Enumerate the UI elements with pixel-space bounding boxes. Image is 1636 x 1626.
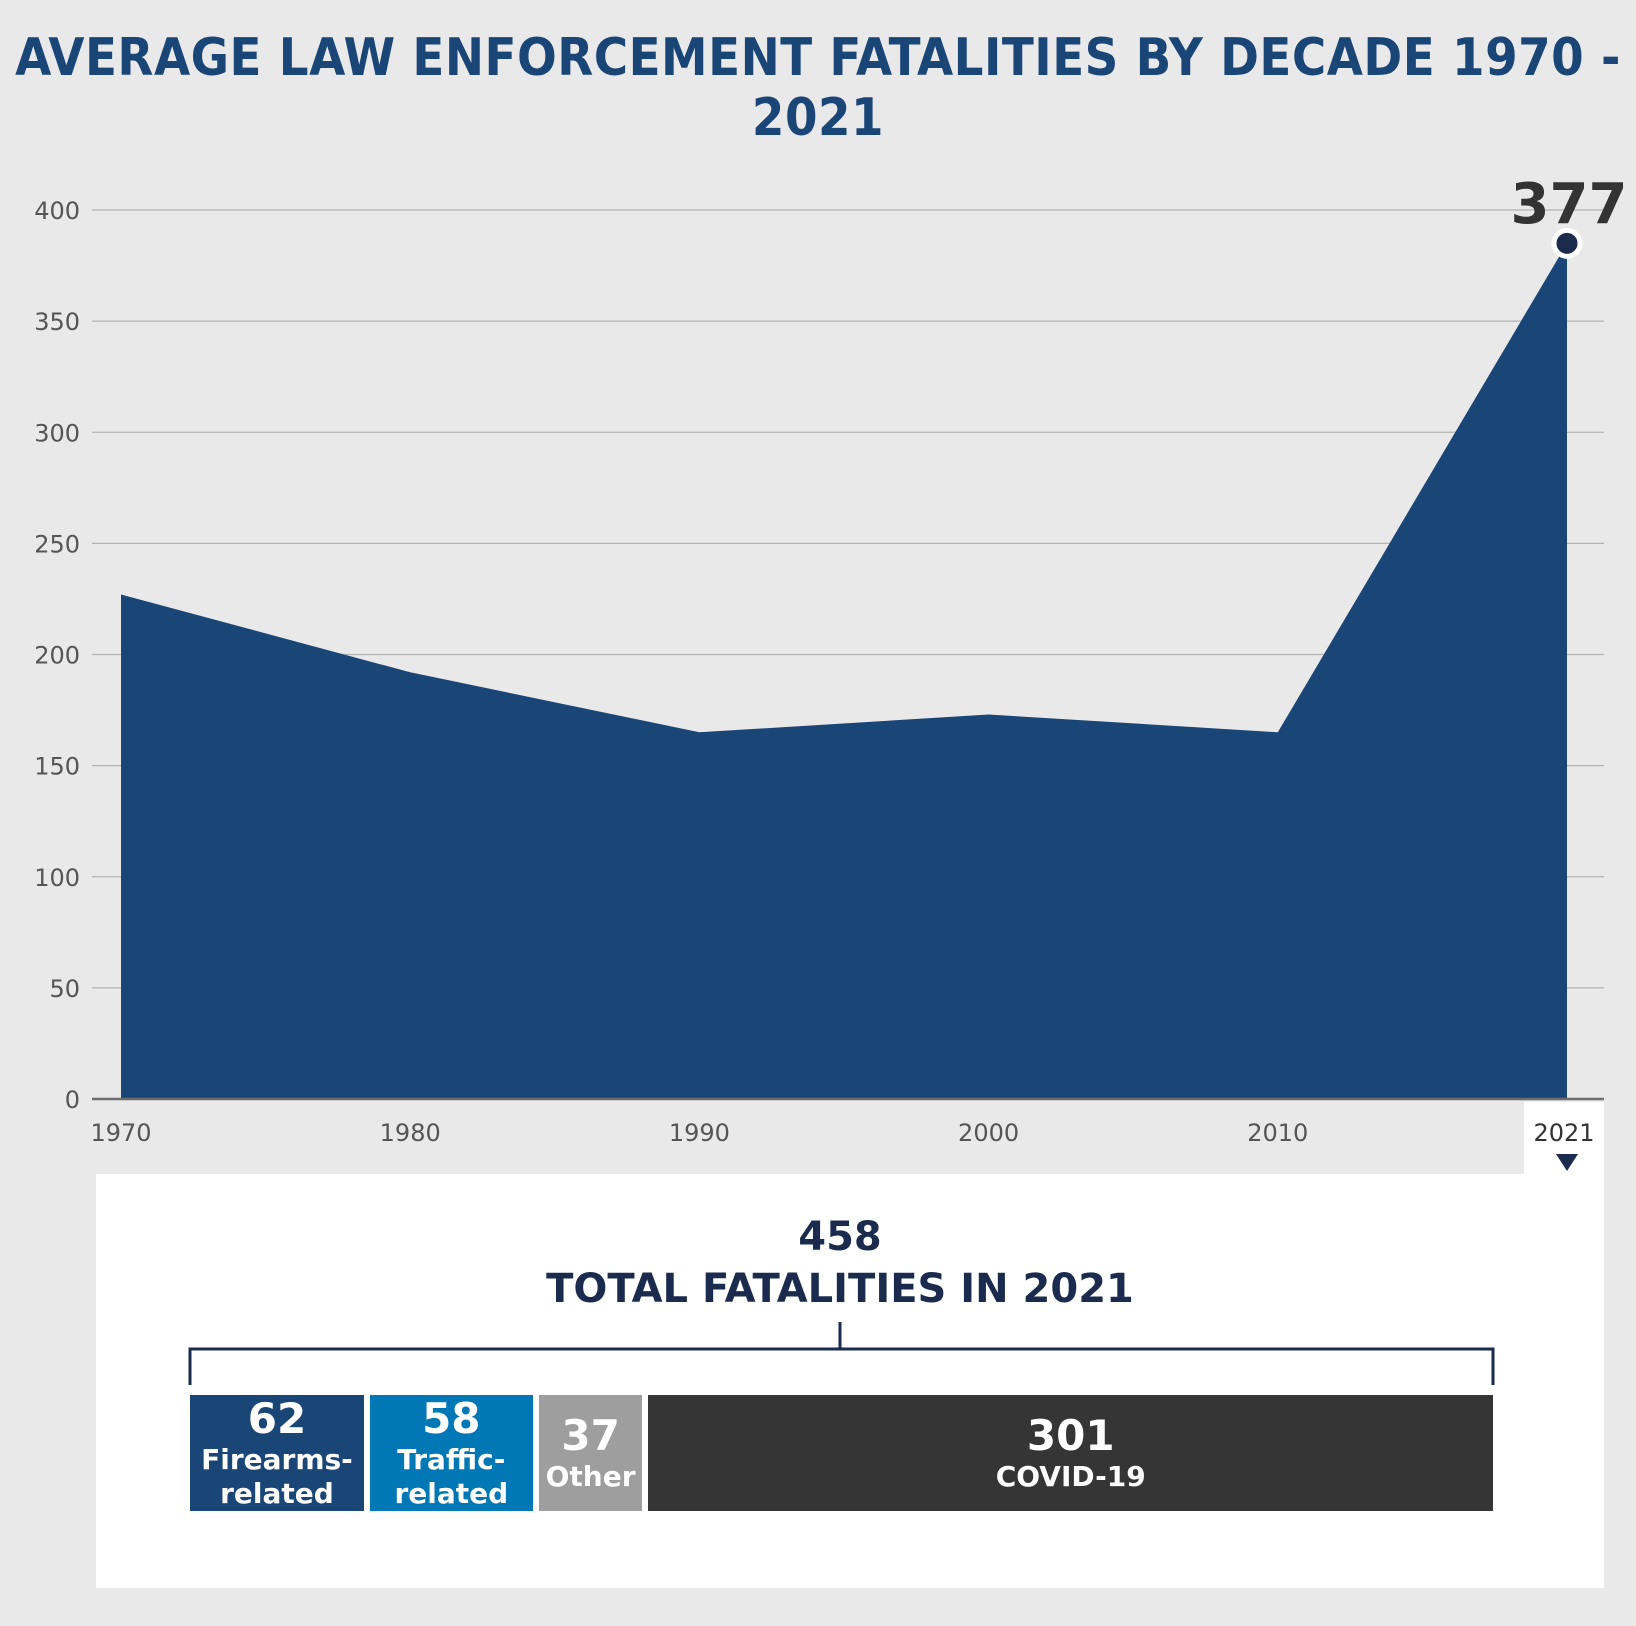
y-tick-label: 0 <box>65 1086 80 1114</box>
y-tick-label: 350 <box>34 308 80 336</box>
highlight-marker: 377 <box>1511 172 1628 259</box>
segment-value: 62 <box>247 1394 307 1443</box>
y-axis-ticks: 0 50 100 150 200 250 300 350 400 <box>34 197 80 1114</box>
arrow-down-icon <box>1556 1154 1578 1171</box>
y-tick-label: 300 <box>34 419 80 447</box>
y-tick-label: 200 <box>34 642 80 670</box>
segment-other: 37 Other <box>538 1395 643 1511</box>
area-series <box>92 243 1604 1101</box>
selected-year-overlay: 2021 <box>1533 1119 1595 1171</box>
x-tick-label: 1990 <box>669 1119 730 1147</box>
chart-title: AVERAGE LAW ENFORCEMENT FATALITIES BY DE… <box>15 28 1621 148</box>
y-tick-label: 250 <box>34 530 80 558</box>
y-tick-label: 150 <box>34 753 80 781</box>
selected-year-tab <box>1524 1102 1604 1182</box>
segment-value: 58 <box>422 1394 481 1443</box>
segment-value: 37 <box>561 1411 620 1460</box>
segment-label: Other <box>545 1460 636 1493</box>
x-axis-ticks: 1970 1980 1990 2000 2010 <box>90 1119 1308 1147</box>
total-fatalities-label: TOTAL FATALITIES IN 2021 <box>546 1266 1134 1312</box>
area-chart: 0 50 100 150 200 250 300 350 400 1970 1980 1990 200… <box>34 172 1628 1147</box>
segment-traffic-related: 58 Traffic-related <box>369 1394 533 1511</box>
x-tick-label: 1980 <box>380 1119 441 1147</box>
area-fill <box>121 243 1567 1099</box>
bracket-line <box>188 1322 1495 1385</box>
highlight-value-label: 377 <box>1511 172 1628 237</box>
segment-label: Traffic-related <box>394 1443 509 1510</box>
segment-label: Firearms-related <box>201 1443 353 1510</box>
x-tick-label: 2010 <box>1247 1119 1308 1147</box>
segment-value: 301 <box>1026 1411 1115 1460</box>
breakdown-panel <box>96 1174 1604 1588</box>
x-tick-label-2021-selected: 2021 <box>1533 1119 1594 1147</box>
segment-firearms-related: 62 Firearms-related <box>190 1395 364 1511</box>
y-tick-label: 50 <box>49 975 80 1003</box>
x-tick-label: 1970 <box>90 1119 151 1147</box>
segment-covid-19: 301 COVID-19 <box>648 1395 1493 1511</box>
y-tick-label: 400 <box>34 197 80 225</box>
segment-label: COVID-19 <box>995 1460 1146 1493</box>
y-tick-label: 100 <box>34 864 80 892</box>
highlight-point <box>1551 227 1583 259</box>
total-fatalities-number: 458 <box>798 1214 882 1260</box>
x-tick-label: 2000 <box>958 1119 1019 1147</box>
